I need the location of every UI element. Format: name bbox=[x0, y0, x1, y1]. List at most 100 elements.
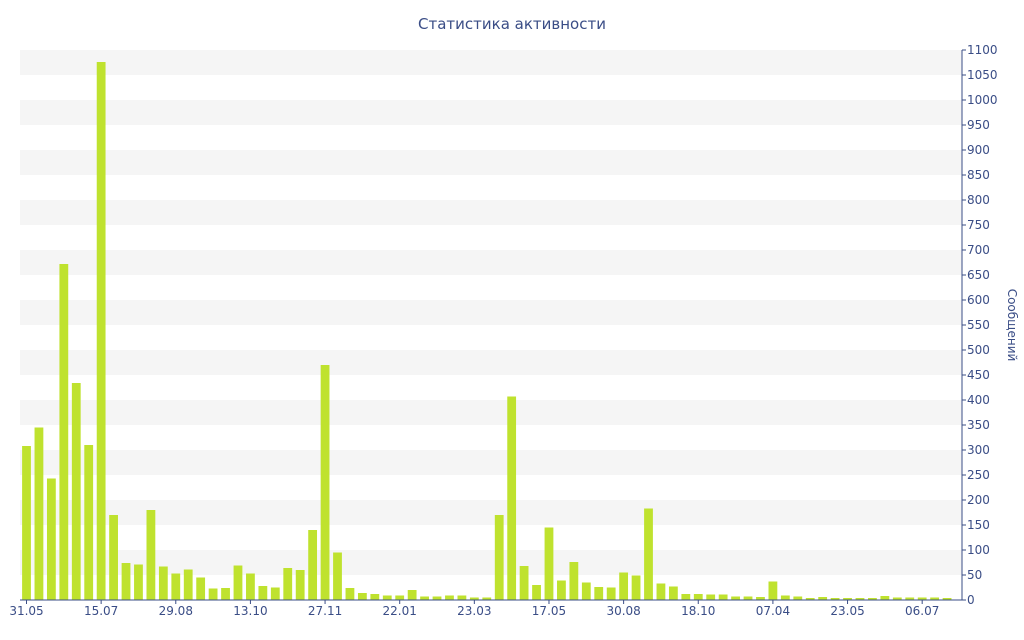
bar bbox=[917, 597, 927, 600]
y-tick-label: 100 bbox=[967, 543, 990, 557]
bars bbox=[22, 62, 952, 600]
bar bbox=[295, 570, 305, 600]
y-tick-label: 450 bbox=[967, 368, 990, 382]
bar bbox=[482, 597, 492, 600]
chart-title: Статистика активности bbox=[418, 15, 606, 33]
bar bbox=[134, 564, 143, 600]
bar bbox=[606, 587, 616, 600]
bar bbox=[855, 598, 865, 600]
x-tick-label: 23.03 bbox=[457, 604, 491, 618]
y-tick-label: 1100 bbox=[967, 43, 998, 57]
bar bbox=[382, 595, 392, 600]
bar bbox=[631, 575, 641, 600]
x-tick-label: 27.11 bbox=[308, 604, 342, 618]
bar bbox=[768, 581, 778, 600]
bar bbox=[868, 598, 877, 600]
bar bbox=[221, 588, 230, 600]
y-tick-label: 150 bbox=[967, 518, 990, 532]
bar bbox=[270, 587, 280, 600]
bar bbox=[46, 478, 56, 600]
x-tick-label: 31.05 bbox=[9, 604, 43, 618]
grid-bands bbox=[20, 50, 962, 575]
bar bbox=[507, 396, 517, 600]
bar bbox=[780, 595, 790, 600]
bar bbox=[805, 598, 815, 600]
y-tick-label: 500 bbox=[967, 343, 990, 357]
y-tick-label: 950 bbox=[967, 118, 990, 132]
y-axis-label: Сообщений bbox=[1005, 289, 1019, 362]
x-axis: 31.05 15.07 29.08 13.10 27.11 22.01 23.03 17.05… bbox=[9, 599, 962, 618]
bar bbox=[743, 596, 753, 600]
bar bbox=[942, 598, 952, 600]
bar bbox=[357, 593, 367, 600]
bar bbox=[233, 565, 243, 600]
bar bbox=[718, 594, 728, 600]
bar bbox=[345, 588, 355, 600]
y-axis: 0 50 100 150 200 250 300 350 400 450 500 550 600 650 7… bbox=[961, 43, 998, 607]
bar bbox=[681, 594, 691, 600]
x-tick-label: 22.01 bbox=[383, 604, 417, 618]
bar bbox=[84, 445, 94, 600]
y-tick-label: 400 bbox=[967, 393, 990, 407]
bar bbox=[818, 597, 828, 600]
y-tick-label: 1050 bbox=[967, 68, 998, 82]
bar bbox=[34, 427, 44, 600]
y-tick-label: 300 bbox=[967, 443, 990, 457]
grid-band bbox=[20, 550, 962, 575]
bar bbox=[880, 596, 890, 600]
bar bbox=[146, 510, 156, 600]
bar bbox=[171, 573, 181, 600]
bar bbox=[208, 588, 218, 600]
bar bbox=[693, 594, 703, 600]
bar bbox=[930, 597, 940, 600]
bar bbox=[544, 527, 554, 600]
bar bbox=[892, 597, 902, 600]
grid-band bbox=[20, 400, 962, 425]
x-tick-label: 29.08 bbox=[159, 604, 193, 618]
bar bbox=[71, 383, 81, 600]
bar bbox=[445, 595, 454, 600]
grid-band bbox=[20, 250, 962, 275]
bar bbox=[557, 580, 566, 600]
y-tick-label: 900 bbox=[967, 143, 990, 157]
x-tick-label: 13.10 bbox=[233, 604, 267, 618]
y-tick-label: 700 bbox=[967, 243, 990, 257]
bar bbox=[59, 264, 69, 600]
y-tick-label: 1000 bbox=[967, 93, 998, 107]
grid-band bbox=[20, 200, 962, 225]
bar bbox=[793, 596, 803, 600]
y-tick-label: 800 bbox=[967, 193, 990, 207]
bar bbox=[320, 365, 330, 600]
x-tick-label: 17.05 bbox=[532, 604, 566, 618]
bar bbox=[756, 597, 765, 600]
bar bbox=[333, 552, 342, 600]
grid-band bbox=[20, 50, 962, 75]
bar bbox=[569, 562, 579, 600]
y-tick-label: 250 bbox=[967, 468, 990, 482]
bar bbox=[283, 568, 293, 600]
bar bbox=[581, 582, 591, 600]
y-tick-label: 750 bbox=[967, 218, 990, 232]
y-tick-label: 550 bbox=[967, 318, 990, 332]
bar bbox=[246, 573, 255, 600]
y-tick-label: 0 bbox=[967, 593, 975, 607]
bar bbox=[644, 508, 653, 600]
x-tick-label: 18.10 bbox=[681, 604, 715, 618]
bar bbox=[196, 577, 206, 600]
x-tick-label: 30.08 bbox=[606, 604, 640, 618]
y-tick-label: 200 bbox=[967, 493, 990, 507]
bar bbox=[96, 62, 106, 600]
bar bbox=[258, 586, 268, 600]
bar bbox=[519, 566, 529, 600]
bar bbox=[308, 530, 318, 600]
grid-band bbox=[20, 150, 962, 175]
bar bbox=[619, 572, 629, 600]
bar bbox=[731, 596, 740, 600]
grid-band bbox=[20, 450, 962, 475]
y-tick-label: 850 bbox=[967, 168, 990, 182]
bar bbox=[370, 594, 380, 600]
bar bbox=[494, 515, 504, 600]
bar bbox=[656, 583, 666, 600]
bar bbox=[706, 594, 716, 600]
bar bbox=[457, 595, 467, 600]
